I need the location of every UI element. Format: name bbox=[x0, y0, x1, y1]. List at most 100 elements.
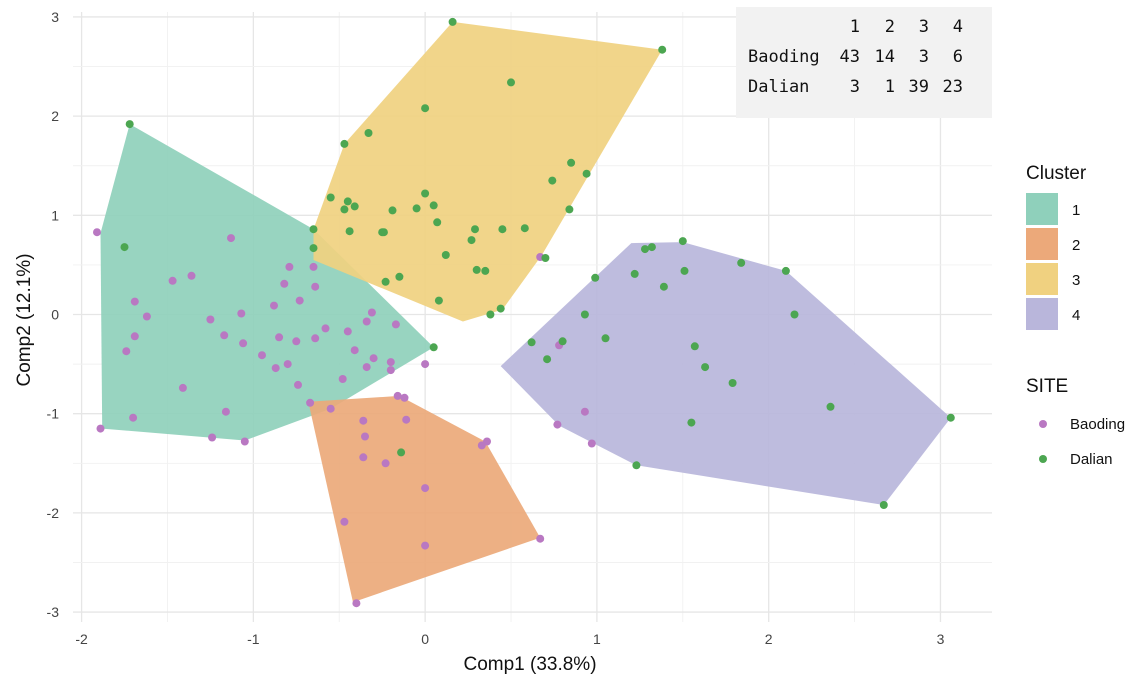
baoding-point bbox=[129, 413, 138, 422]
x-tick-label: 3 bbox=[937, 631, 945, 647]
baoding-legend-marker bbox=[1039, 420, 1047, 428]
baoding-point bbox=[340, 517, 349, 526]
baoding-point bbox=[220, 331, 229, 340]
dalian-point bbox=[658, 45, 667, 54]
dalian-point bbox=[580, 310, 589, 319]
y-tick-label: 3 bbox=[51, 9, 59, 25]
dalian-point bbox=[680, 266, 689, 275]
baoding-point bbox=[359, 416, 368, 425]
table-header-cell: 1 bbox=[850, 17, 860, 37]
dalian-point bbox=[781, 266, 790, 275]
y-axis-label: Comp2 (12.1%) bbox=[14, 253, 35, 386]
table-cell: 3 bbox=[850, 77, 860, 97]
dalian-point bbox=[659, 282, 668, 291]
baoding-point bbox=[381, 459, 390, 468]
baoding-point bbox=[321, 324, 330, 333]
baoding-point bbox=[309, 262, 318, 271]
x-tick-label: -1 bbox=[247, 631, 260, 647]
cluster-4-label: 4 bbox=[1072, 307, 1080, 324]
cluster-2-hull bbox=[308, 395, 541, 603]
dalian-point bbox=[429, 343, 438, 352]
baoding-point bbox=[122, 347, 131, 356]
cluster-3-label: 3 bbox=[1072, 272, 1080, 289]
baoding-point bbox=[421, 541, 430, 550]
x-tick-label: 1 bbox=[593, 631, 601, 647]
dalian-point bbox=[567, 158, 576, 167]
baoding-point bbox=[393, 391, 402, 400]
baoding-point bbox=[421, 484, 430, 493]
dalian-point bbox=[737, 258, 746, 267]
dalian-point bbox=[879, 501, 888, 509]
dalian-point bbox=[340, 139, 349, 148]
dalian-point bbox=[471, 225, 479, 234]
dalian-point bbox=[687, 418, 696, 427]
cluster-4-hull bbox=[500, 242, 951, 505]
dalian-point bbox=[397, 448, 406, 457]
dalian-point bbox=[728, 379, 737, 387]
dalian-point bbox=[421, 189, 430, 198]
dalian-point bbox=[486, 310, 495, 319]
baoding-point bbox=[239, 339, 248, 348]
baoding-point bbox=[280, 279, 289, 288]
baoding-point bbox=[352, 599, 361, 608]
baoding-point bbox=[553, 420, 562, 429]
dalian-point bbox=[467, 236, 476, 245]
baoding-point bbox=[580, 407, 589, 416]
dalian-point bbox=[395, 272, 404, 281]
legend: Cluster 1 2 3 4 SITE Baoding Dalian bbox=[1026, 163, 1125, 468]
y-tick-label: 1 bbox=[51, 207, 59, 223]
dalian-point bbox=[582, 169, 591, 178]
dalian-point bbox=[690, 342, 699, 351]
baoding-point bbox=[402, 415, 411, 424]
y-tick-label: 0 bbox=[51, 307, 59, 323]
baoding-point bbox=[369, 354, 378, 363]
dalian-point bbox=[630, 269, 639, 278]
cluster-3-swatch bbox=[1026, 263, 1058, 295]
dalian-legend-marker bbox=[1039, 455, 1047, 463]
baoding-point bbox=[483, 437, 491, 446]
baoding-point bbox=[311, 334, 320, 343]
table-cell: 14 bbox=[875, 47, 895, 67]
dalian-point bbox=[558, 337, 567, 346]
baoding-point bbox=[295, 296, 304, 305]
baoding-point bbox=[96, 424, 105, 433]
dalian-point bbox=[632, 461, 641, 470]
baoding-point bbox=[221, 407, 230, 416]
table-row-label: Dalian bbox=[748, 77, 809, 97]
dalian-point bbox=[309, 225, 318, 234]
baoding-point bbox=[142, 312, 151, 321]
baoding-point bbox=[391, 320, 400, 329]
baoding-point bbox=[311, 282, 320, 291]
dalian-point bbox=[826, 402, 835, 411]
table-cell: 39 bbox=[909, 77, 929, 97]
baoding-point bbox=[178, 383, 187, 392]
baoding-point bbox=[168, 276, 177, 285]
baoding-point bbox=[536, 534, 545, 543]
x-tick-label: 2 bbox=[765, 631, 773, 647]
cluster-2-label: 2 bbox=[1072, 237, 1080, 254]
table-cell: 3 bbox=[919, 47, 929, 67]
dalian-point bbox=[498, 225, 507, 234]
dalian-point bbox=[527, 338, 536, 347]
dalian-point bbox=[790, 310, 799, 319]
dalian-point bbox=[507, 78, 515, 87]
dalian-point bbox=[434, 296, 443, 305]
baoding-point bbox=[283, 360, 292, 369]
baoding-point bbox=[386, 358, 395, 367]
baoding-point bbox=[367, 308, 376, 317]
baoding-point bbox=[338, 375, 347, 383]
table-row-label: Baoding bbox=[748, 47, 820, 67]
baoding-point bbox=[350, 346, 359, 355]
dalian-point bbox=[412, 204, 421, 213]
baoding-point bbox=[93, 228, 101, 237]
baoding-point bbox=[292, 337, 301, 346]
dalian-point bbox=[541, 254, 550, 262]
baoding-point bbox=[237, 309, 246, 318]
baoding-point bbox=[206, 315, 215, 324]
dalian-point bbox=[641, 245, 649, 254]
cluster-1-swatch bbox=[1026, 193, 1058, 225]
y-tick-label: -2 bbox=[47, 505, 60, 521]
table-header-cell: 4 bbox=[953, 17, 963, 37]
